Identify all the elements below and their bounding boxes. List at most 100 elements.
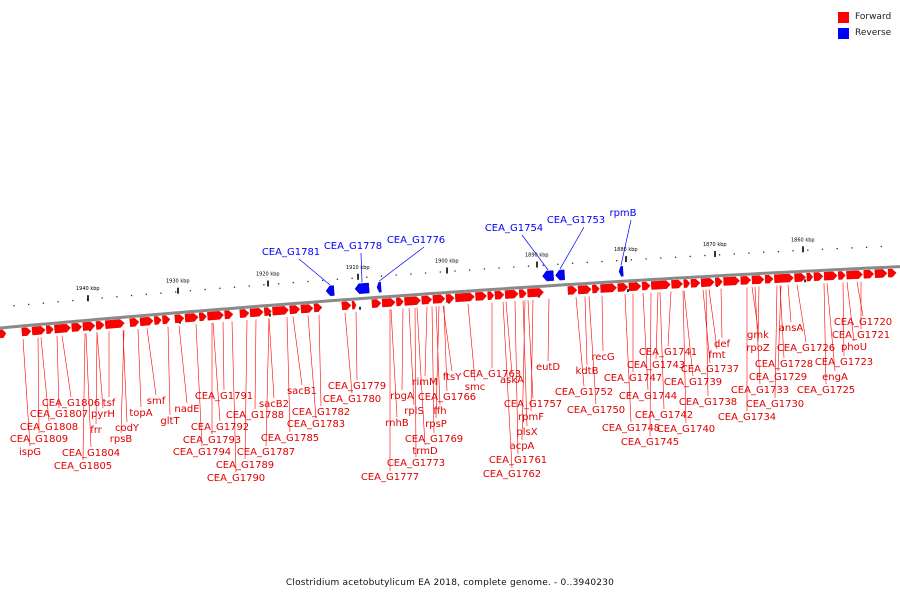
- gene-label-cea-g1762: CEA_G1762: [483, 469, 541, 480]
- gene-label-cea-g1805: CEA_G1805: [54, 461, 112, 472]
- reverse-swatch: [838, 27, 849, 39]
- forward-gene-arrow: [794, 273, 806, 282]
- forward-gene-arrow: [874, 269, 888, 278]
- forward-leader-line: [642, 293, 649, 391]
- forward-gene-arrow: [272, 306, 289, 316]
- forward-leader-line: [416, 307, 426, 446]
- forward-gene-arrow: [617, 283, 629, 292]
- gene-label-cea-g1763: CEA_G1763: [463, 369, 521, 380]
- forward-leader-line: [355, 311, 358, 381]
- forward-gene-arrow: [341, 301, 352, 311]
- forward-gene-arrow: [494, 290, 505, 300]
- gene-label-cody: codY: [115, 423, 140, 434]
- gene-label-acpa: acpA: [510, 441, 535, 452]
- legend: Forward Reverse: [838, 9, 891, 41]
- forward-gene-arrow: [263, 307, 272, 316]
- forward-gene-arrow: [740, 276, 752, 285]
- forward-leader-line: [424, 306, 428, 377]
- forward-gene-arrow: [351, 300, 357, 310]
- forward-leader-line: [442, 305, 453, 372]
- gene-label-cea-g1734: CEA_G1734: [718, 412, 776, 423]
- gene-label-cea-g1729: CEA_G1729: [749, 372, 807, 383]
- ruler-dot: [615, 259, 618, 262]
- gene-label-cea-g1745: CEA_G1745: [621, 437, 679, 448]
- ruler-dot: [748, 252, 750, 254]
- gene-label-cea-g1789: CEA_G1789: [216, 460, 274, 471]
- forward-gene-arrow: [404, 296, 421, 306]
- forward-leader-line: [344, 312, 353, 394]
- forward-leader-line: [431, 306, 435, 434]
- ruler-dot: [674, 256, 677, 258]
- gene-label-cea-g1793: CEA_G1793: [183, 435, 241, 446]
- forward-gene-arrow: [641, 281, 651, 291]
- forward-leader-line: [408, 308, 415, 406]
- gene-label-cea-g1730: CEA_G1730: [746, 399, 804, 410]
- gene-label-aska: askA: [500, 375, 524, 386]
- gene-label-cea-g1782: CEA_G1782: [292, 407, 350, 418]
- forward-gene-arrow: [475, 291, 487, 301]
- forward-gene-arrow: [395, 297, 404, 307]
- gene-label-cea-g1785: CEA_G1785: [261, 433, 319, 444]
- ruler-dot: [542, 264, 544, 266]
- gene-label-rpls: rplS: [404, 406, 424, 417]
- forward-leader-line: [85, 333, 92, 448]
- gene-label-gltt: gltT: [160, 416, 180, 427]
- ruler-dot: [204, 288, 206, 291]
- forward-gene-arrow: [504, 289, 519, 299]
- forward-leader-line: [95, 332, 98, 425]
- reverse-leader-line: [521, 234, 549, 271]
- genome-caption: Clostridium acetobutylicum EA 2018, comp…: [285, 578, 615, 588]
- gene-label-rpoz: rpoZ: [746, 343, 770, 354]
- forward-gene-arrow: [518, 289, 527, 298]
- ruler-dot: [351, 277, 353, 279]
- gene-label-rimm: rimM: [412, 377, 437, 388]
- forward-gene-arrow: [751, 275, 765, 285]
- ruler-dot: [645, 258, 647, 260]
- gene-label-cea-g1779: CEA_G1779: [328, 381, 386, 392]
- gene-label-cea-g1750: CEA_G1750: [567, 405, 625, 416]
- gene-label-cea-g1728: CEA_G1728: [755, 359, 813, 370]
- gene-label-cea-g1742: CEA_G1742: [635, 410, 693, 421]
- reverse-leader-line: [298, 258, 331, 286]
- ruler-dot: [851, 247, 853, 249]
- gene-label-phou: phoU: [841, 342, 867, 353]
- forward-leader-line: [435, 306, 440, 419]
- forward-gene-arrow: [289, 305, 301, 315]
- gene-label-cea-g1743: CEA_G1743: [627, 360, 685, 371]
- forward-leader-line: [787, 285, 792, 323]
- forward-leader-lines: [22, 281, 864, 473]
- ruler-dot: [307, 280, 309, 283]
- ruler-dot: [836, 247, 838, 250]
- gene-label-rbga: rbgA: [390, 391, 414, 402]
- gene-label-rpsb: rpsB: [110, 434, 133, 445]
- gene-label-fmt: fmt: [708, 350, 725, 361]
- forward-gene-arrow: [773, 273, 794, 283]
- forward-leader-line: [467, 304, 476, 382]
- ruler-dot: [42, 302, 45, 304]
- gene-label-cea-g1769: CEA_G1769: [405, 434, 463, 445]
- gene-label-cea-g1753: CEA_G1753: [547, 215, 605, 226]
- gene-label-smc: smc: [465, 382, 485, 393]
- reverse-gene-arrow: [325, 285, 335, 296]
- tick-label: 1880 kbp: [614, 247, 638, 253]
- gene-label-cea-g1740: CEA_G1740: [657, 424, 715, 435]
- forward-gene-arrow: [184, 313, 199, 323]
- gene-label-cea-g1790: CEA_G1790: [207, 473, 265, 484]
- forward-leader-line: [720, 288, 723, 339]
- ruler-dot: [292, 281, 295, 284]
- gene-label-cea-g1726: CEA_G1726: [777, 343, 835, 354]
- forward-leader-line: [649, 292, 652, 437]
- ruler-dot: [571, 262, 574, 265]
- forward-gene-arrow: [813, 272, 824, 281]
- tick-label: 1870 kbp: [703, 242, 727, 248]
- gene-label-cea-g1738: CEA_G1738: [679, 397, 737, 408]
- legend-forward: Forward: [838, 9, 891, 25]
- gene-label-cea-g1777: CEA_G1777: [361, 472, 419, 483]
- gene-label-def: def: [714, 339, 731, 350]
- gene-label-cea-g1807: CEA_G1807: [30, 409, 88, 420]
- gene-label-enga: engA: [822, 372, 848, 383]
- forward-leader-line: [655, 292, 659, 360]
- forward-leader-line: [757, 286, 760, 343]
- forward-leader-line: [22, 338, 31, 447]
- ruler-dot: [483, 268, 486, 270]
